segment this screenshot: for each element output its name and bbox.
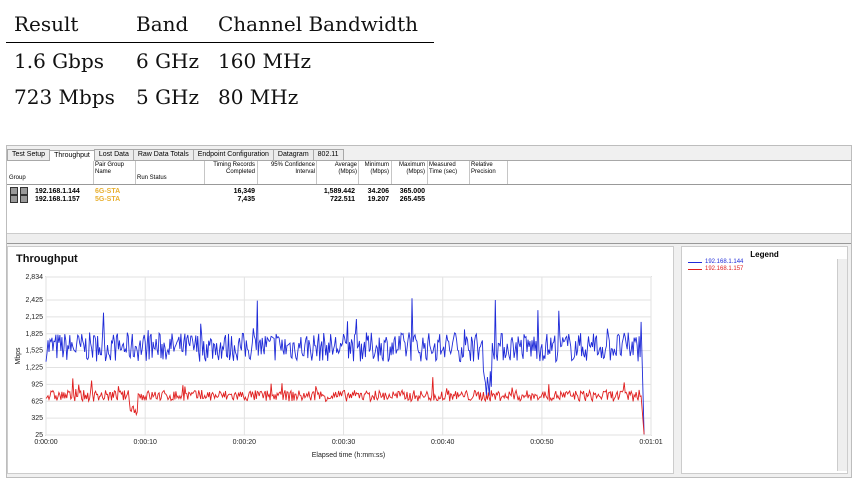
- col-maximum[interactable]: Maximum (Mbps): [398, 162, 425, 175]
- tab-bar: Test Setup Throughput Lost Data Raw Data…: [7, 146, 851, 161]
- col-run-status[interactable]: Run Status: [137, 175, 167, 181]
- col-divider: [93, 161, 94, 184]
- row-minimum: 34.206: [367, 188, 389, 195]
- results-grid: Group Pair Group Name Run Status Timing …: [7, 161, 851, 244]
- x-tick-label: 0:00:50: [530, 439, 553, 446]
- x-tick-label: 0:01:01: [639, 439, 662, 446]
- endpoint-icon: [10, 195, 18, 204]
- col-divider: [358, 161, 359, 184]
- tab-test-setup[interactable]: Test Setup: [7, 149, 51, 160]
- row-pair-group: 6G-STA: [95, 188, 121, 195]
- row-maximum: 365.000: [399, 188, 425, 195]
- legend-label: 192.168.1.144: [705, 259, 744, 265]
- table-row[interactable]: 192.168.1.144 6G-STA 16,349 1,589.442 34…: [7, 187, 851, 196]
- y-tick-label: 1,825: [25, 331, 43, 338]
- x-tick-label: 0:00:10: [134, 439, 157, 446]
- series-line-192-168-1-157: [45, 377, 645, 435]
- y-tick-label: 1,225: [25, 365, 43, 372]
- y-axis-label: Mbps: [15, 347, 22, 365]
- summary-header-row: Result Band Channel Bandwidth: [6, 6, 434, 43]
- col-divider: [316, 161, 317, 184]
- col-divider: [204, 161, 205, 184]
- row-pair-group: 5G-STA: [95, 196, 121, 203]
- row-ip: 192.168.1.144: [35, 188, 80, 195]
- grid-header-line: [7, 184, 851, 185]
- tab-lost-data[interactable]: Lost Data: [93, 149, 134, 160]
- col-divider: [391, 161, 392, 184]
- table-row[interactable]: 192.168.1.157 5G-STA 7,435 722.511 19.20…: [7, 195, 851, 204]
- tab-datagram[interactable]: Datagram: [272, 149, 314, 160]
- row-ip: 192.168.1.157: [35, 196, 80, 203]
- y-tick-label: 2,834: [25, 274, 43, 281]
- y-tick-label: 925: [31, 381, 43, 388]
- col-average[interactable]: Average (Mbps): [334, 162, 357, 175]
- summary-row: 1.6 Gbps 6 GHz 160 MHz: [6, 43, 434, 79]
- col-pair-group-name[interactable]: Pair Group Name: [95, 162, 125, 175]
- row-minimum: 19.207: [367, 196, 389, 203]
- y-tick-label: 1,525: [25, 348, 43, 355]
- chart-title: Throughput: [16, 253, 78, 265]
- summary-cell: 6 GHz: [136, 49, 200, 73]
- row-records: 7,435: [237, 196, 255, 203]
- row-maximum: 265.455: [399, 196, 425, 203]
- y-tick-label: 325: [31, 415, 43, 422]
- y-tick-label: 2,425: [25, 297, 43, 304]
- legend-swatch: [688, 262, 702, 263]
- col-divider: [427, 161, 428, 184]
- row-records: 16,349: [233, 188, 255, 195]
- summary-cell: 723 Mbps: [14, 85, 115, 109]
- summary-header-band: Band: [136, 12, 189, 36]
- col-timing-records[interactable]: Timing Records Completed: [213, 162, 255, 175]
- x-axis-label: Elapsed time (h:mm:ss): [312, 452, 386, 459]
- summary-cell: 1.6 Gbps: [14, 49, 105, 73]
- x-tick-label: 0:00:00: [34, 439, 57, 446]
- legend-item[interactable]: 192.168.1.144: [688, 259, 847, 266]
- col-divider: [469, 161, 470, 184]
- col-group[interactable]: Group: [9, 175, 26, 181]
- tab-802-11[interactable]: 802.11: [312, 149, 344, 160]
- tab-endpoint-configuration[interactable]: Endpoint Configuration: [192, 149, 274, 160]
- pair-icons: [10, 195, 30, 204]
- summary-header-bandwidth: Channel Bandwidth: [218, 12, 418, 36]
- x-tick-label: 0:00:30: [332, 439, 355, 446]
- col-minimum[interactable]: Minimum (Mbps): [364, 162, 389, 175]
- grid-horizontal-scrollbar[interactable]: [7, 233, 851, 243]
- col-measured-time[interactable]: Measured Time (sec): [429, 162, 458, 175]
- legend-panel: Legend 192.168.1.144 192.168.1.157: [681, 246, 848, 474]
- summary-row: 723 Mbps 5 GHz 80 MHz: [6, 79, 434, 115]
- col-relative-precision[interactable]: Relative Precision: [471, 162, 496, 175]
- y-tick-label: 25: [35, 432, 43, 439]
- y-tick-label: 2,125: [25, 314, 43, 321]
- summary-header-result: Result: [14, 12, 79, 36]
- x-tick-label: 0:00:20: [233, 439, 256, 446]
- col-divider: [257, 161, 258, 184]
- legend-vertical-scrollbar[interactable]: [837, 259, 847, 471]
- x-tick-label: 0:00:40: [431, 439, 454, 446]
- chart-panel: Throughput 25 325 625 925 1,225 1,525 1,825 2,1…: [7, 246, 674, 474]
- legend-item[interactable]: 192.168.1.157: [688, 266, 847, 273]
- pair-icons: [10, 187, 30, 196]
- col-divider: [135, 161, 136, 184]
- endpoint-icon: [20, 187, 28, 196]
- tab-raw-data-totals[interactable]: Raw Data Totals: [132, 149, 194, 160]
- summary-cell: 5 GHz: [136, 85, 200, 109]
- y-tick-label: 625: [31, 398, 43, 405]
- endpoint-icon: [10, 187, 18, 196]
- row-average: 1,589.442: [323, 188, 355, 195]
- legend-title: Legend: [750, 250, 779, 259]
- legend-swatch: [688, 269, 702, 270]
- summary-table: Result Band Channel Bandwidth 1.6 Gbps 6…: [6, 6, 434, 115]
- app-window: Test Setup Throughput Lost Data Raw Data…: [6, 145, 852, 478]
- col-confidence[interactable]: 95% Confidence Interval: [270, 162, 315, 175]
- series-line-192-168-1-144: [45, 298, 645, 435]
- col-divider: [507, 161, 508, 184]
- row-average: 722.511: [330, 196, 355, 203]
- endpoint-icon: [20, 195, 28, 204]
- summary-cell: 160 MHz: [218, 49, 311, 73]
- throughput-chart: 25 325 625 925 1,225 1,525 1,825 2,125 2,425 2,83…: [15, 274, 663, 459]
- tab-throughput[interactable]: Throughput: [49, 150, 95, 161]
- summary-cell: 80 MHz: [218, 85, 299, 109]
- legend-label: 192.168.1.157: [705, 266, 744, 272]
